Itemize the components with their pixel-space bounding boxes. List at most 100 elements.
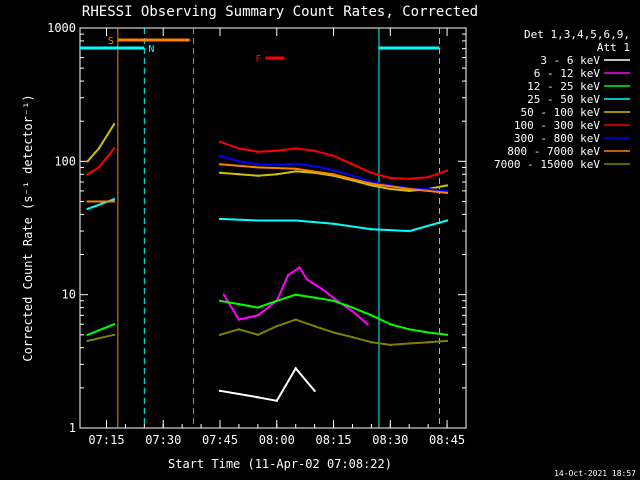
data-point: [313, 296, 316, 299]
data-point: [370, 180, 373, 183]
data-point: [256, 219, 259, 222]
data-point: [256, 166, 259, 169]
legend-entry-label: 800 - 7000 keV: [507, 145, 600, 158]
data-point: [256, 163, 259, 166]
data-point: [332, 173, 335, 176]
y-tick-label: 1000: [47, 21, 76, 35]
data-point: [113, 323, 116, 326]
x-tick-label: 07:30: [145, 433, 181, 447]
data-point: [313, 389, 316, 392]
data-point: [237, 303, 240, 306]
data-point: [336, 299, 339, 302]
legend-header: Att 1: [597, 41, 630, 54]
data-point: [275, 325, 278, 328]
plot-frame: [79, 27, 467, 429]
data-point: [97, 147, 100, 150]
data-point: [408, 230, 411, 233]
data-point: [351, 163, 354, 166]
data-point: [389, 176, 392, 179]
data-point: [256, 150, 259, 153]
data-point: [332, 222, 335, 225]
data-point: [294, 219, 297, 222]
data-point: [306, 278, 309, 281]
data-point: [256, 314, 259, 317]
series-line: [222, 266, 369, 325]
series-line: [87, 323, 115, 336]
x-tick-label: 08:15: [315, 433, 351, 447]
series-line: [219, 366, 316, 402]
data-point: [86, 173, 89, 176]
data-point: [86, 200, 89, 203]
flag-label: F: [255, 54, 261, 65]
data-point: [427, 341, 430, 344]
data-point: [86, 160, 89, 163]
data-point: [237, 392, 240, 395]
data-point: [113, 147, 116, 150]
chart-title: RHESSI Observing Summary Count Rates, Co…: [82, 4, 478, 20]
data-point: [86, 339, 89, 342]
data-point: [332, 331, 335, 334]
data-point: [222, 293, 225, 296]
data-point: [446, 184, 449, 187]
data-point: [427, 176, 430, 179]
data-point: [351, 306, 354, 309]
legend-header: Det 1,3,4,5,6,9,: [524, 28, 630, 41]
data-point: [86, 333, 89, 336]
x-axis-label: Start Time (11-Apr-02 07:08:22): [168, 457, 392, 471]
series-line: [87, 333, 115, 342]
data-point: [275, 163, 278, 166]
series-line: [87, 147, 115, 176]
data-point: [113, 333, 116, 336]
legend-entry-label: 6 - 12 keV: [534, 67, 601, 80]
data-point: [332, 299, 335, 302]
data-point: [298, 266, 301, 269]
data-point: [446, 189, 449, 192]
series-line: [219, 217, 448, 233]
data-point: [219, 299, 222, 302]
data-point: [256, 306, 259, 309]
data-point: [275, 149, 278, 152]
flag-label: S: [108, 36, 114, 47]
data-point: [294, 167, 297, 170]
legend-entry-label: 300 - 800 keV: [514, 132, 600, 145]
data-point: [275, 399, 278, 402]
data-point: [313, 165, 316, 168]
data-point: [366, 323, 369, 326]
data-point: [219, 163, 222, 166]
y-tick-label: 10: [62, 288, 76, 302]
x-tick-label: 07:45: [202, 433, 238, 447]
data-point: [332, 169, 335, 172]
data-point: [351, 179, 354, 182]
data-point: [370, 314, 373, 317]
data-point: [313, 325, 316, 328]
legend-entry-label: 100 - 300 keV: [514, 119, 600, 132]
x-tick-label: 08:45: [429, 433, 465, 447]
data-point: [408, 177, 411, 180]
data-point: [370, 184, 373, 187]
y-axis-label: Corrected Count Rate (s⁻¹ detector⁻¹): [21, 94, 35, 361]
legend-entry-label: 25 - 50 keV: [527, 93, 600, 106]
data-point: [237, 173, 240, 176]
series-line: [86, 123, 115, 162]
data-point: [332, 154, 335, 157]
data-point: [219, 333, 222, 336]
data-point: [446, 339, 449, 342]
data-point: [113, 198, 116, 201]
data-point: [389, 343, 392, 346]
data-point: [219, 154, 222, 157]
data-point: [275, 173, 278, 176]
data-point: [256, 396, 259, 399]
data-point: [370, 228, 373, 231]
data-point: [256, 333, 259, 336]
night-bar-label: N: [148, 44, 154, 55]
x-tick-label: 08:30: [372, 433, 408, 447]
data-point: [370, 341, 373, 344]
data-point: [219, 217, 222, 220]
data-point: [275, 299, 278, 302]
data-point: [408, 328, 411, 331]
y-tick-label: 1: [69, 421, 76, 435]
timestamp: 14-Oct-2021 18:57: [554, 469, 636, 478]
legend-entry-label: 7000 - 15000 keV: [494, 158, 600, 171]
data-point: [294, 293, 297, 296]
